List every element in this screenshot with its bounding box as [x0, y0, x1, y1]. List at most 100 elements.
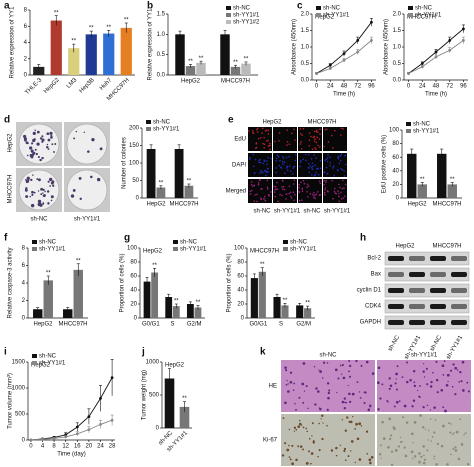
- chart-title: HepG2: [165, 363, 185, 369]
- bar: [185, 66, 196, 75]
- cell: [291, 132, 293, 135]
- y-axis-label: Tumor volume (mm³): [8, 373, 14, 429]
- colony: [83, 131, 86, 134]
- nucleus: [433, 458, 435, 460]
- nucleus: [344, 401, 346, 404]
- cell: [282, 163, 284, 165]
- y-tick-label: 60: [130, 274, 137, 280]
- cell: [263, 198, 265, 200]
- y-axis-label: Relative expression of YY1: [148, 8, 154, 81]
- point: [110, 418, 114, 422]
- legend-swatch: [408, 6, 413, 10]
- cell: [332, 197, 334, 200]
- colony: [25, 141, 29, 145]
- y-tick-label: 100: [127, 246, 138, 252]
- bar: [120, 27, 132, 75]
- panel-letter: e: [228, 115, 234, 126]
- nucleus: [299, 445, 303, 448]
- cell: [267, 129, 270, 132]
- legend-label: sh-NC: [413, 122, 431, 128]
- colony: [39, 203, 43, 207]
- y-tick-label: 2.0: [393, 12, 402, 18]
- col-label: sh-NC: [319, 353, 337, 359]
- colony: [51, 143, 54, 146]
- x-tick-label: Huh7: [99, 77, 114, 92]
- cell: [289, 191, 292, 194]
- cell: [300, 199, 303, 201]
- nucleus: [281, 454, 285, 457]
- colony: [29, 195, 32, 198]
- nucleus: [423, 454, 425, 457]
- y-tick-label: 1.0: [157, 32, 166, 38]
- nucleus: [326, 362, 329, 364]
- cell: [299, 143, 302, 145]
- cell: [311, 193, 314, 196]
- nucleus: [380, 457, 382, 459]
- cell: [324, 193, 326, 196]
- cell: [337, 155, 340, 158]
- cell: [339, 186, 341, 189]
- nucleus: [401, 376, 404, 379]
- nucleus: [308, 437, 311, 440]
- nucleus: [358, 422, 362, 426]
- cell: [294, 159, 297, 162]
- cell: [317, 167, 319, 170]
- cell: [336, 169, 339, 171]
- colony: [50, 195, 54, 199]
- y-tick-label: 0.5: [393, 61, 402, 67]
- nucleus: [336, 391, 338, 394]
- line: [30, 419, 113, 441]
- x-axis-label: Time (h): [333, 92, 355, 98]
- cell: [334, 192, 337, 194]
- cell: [313, 154, 315, 156]
- cell: [333, 165, 335, 167]
- significance: **: [159, 180, 164, 186]
- y-tick-label: 1.5: [301, 28, 310, 34]
- nucleus: [378, 453, 382, 456]
- significance: **: [152, 263, 157, 269]
- panel-letter: d: [4, 115, 10, 126]
- cell: [307, 153, 310, 156]
- y-tick-label: 0: [241, 316, 245, 322]
- band: [388, 256, 404, 261]
- cell: [313, 197, 315, 199]
- band: [451, 320, 467, 325]
- nucleus: [446, 463, 449, 466]
- cell: [248, 130, 250, 132]
- nucleus: [444, 409, 447, 413]
- y-tick-label: 100: [389, 128, 400, 134]
- nucleus: [341, 418, 343, 421]
- nucleus: [302, 426, 305, 429]
- nucleus: [388, 417, 392, 421]
- cell: [324, 187, 327, 189]
- cell: [258, 159, 260, 162]
- nucleus: [318, 369, 320, 371]
- nucleus: [287, 390, 290, 393]
- cell: [249, 158, 251, 160]
- cell: [315, 157, 317, 159]
- cell: [309, 193, 312, 195]
- y-tick-label: 1.5: [393, 28, 402, 34]
- significance: **: [89, 26, 94, 32]
- cell: [323, 180, 325, 182]
- cell: [285, 198, 287, 200]
- colony: [75, 130, 78, 133]
- nucleus: [355, 359, 358, 363]
- cell: [343, 175, 346, 177]
- colony: [70, 194, 75, 198]
- nucleus: [402, 416, 405, 419]
- significance: **: [106, 25, 111, 31]
- nucleus: [369, 404, 372, 408]
- cell: [340, 153, 343, 156]
- cell: [338, 183, 340, 186]
- x-tick-label: 0: [29, 444, 33, 450]
- band: [388, 320, 404, 325]
- nucleus: [411, 457, 414, 460]
- y-tick-label: 2: [24, 56, 28, 62]
- cell: [259, 161, 262, 164]
- nucleus: [298, 396, 301, 399]
- row-label: cyclin D1: [357, 288, 382, 294]
- nucleus: [358, 391, 361, 393]
- nucleus: [297, 425, 301, 428]
- bar: [437, 153, 447, 198]
